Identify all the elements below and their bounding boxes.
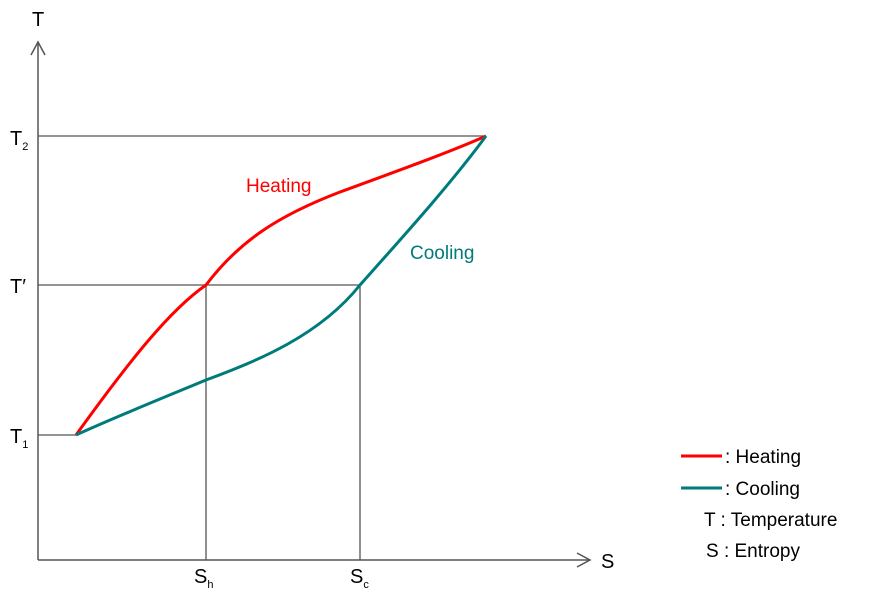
cooling-curve: [75, 135, 488, 437]
heating-curve: [74, 134, 487, 436]
x-axis-arrowhead: [576, 552, 592, 568]
sh-label: Sh: [194, 566, 213, 591]
legend-entropy-text: S : Entropy: [706, 541, 800, 562]
t1-label: T1: [10, 426, 28, 451]
sc-label: Sc: [350, 566, 369, 591]
legend: : Heating : Cooling T : Temperature S : …: [681, 447, 837, 562]
legend-temperature-text: T : Temperature: [704, 510, 837, 531]
t2-label: T2: [10, 128, 28, 153]
legend-cooling-text: : Cooling: [725, 479, 800, 500]
y-axis-label: T: [32, 9, 44, 31]
cooling-curve-label: Cooling: [410, 243, 474, 264]
legend-heating-text: : Heating: [725, 447, 801, 468]
heating-curve-label: Heating: [246, 176, 312, 197]
x-axis-label: S: [601, 551, 614, 573]
y-axis-arrowhead: [30, 40, 46, 56]
tprime-label: T′: [10, 276, 26, 298]
